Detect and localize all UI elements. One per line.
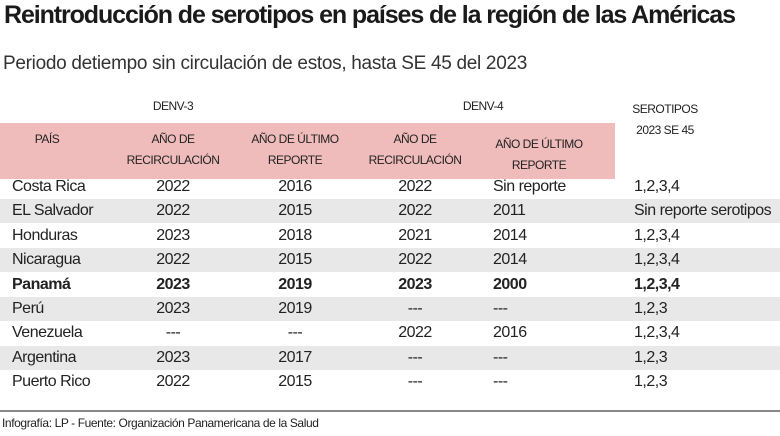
table-row: Nicaragua 2022 2015 2022 2014 1,2,3,4 [0, 248, 780, 273]
country-cell: Puerto Rico [12, 373, 91, 391]
table-cell: 2019 [278, 275, 312, 293]
header-line: AÑO DE ÚLTIMO [495, 137, 583, 151]
country-cell: Venezuela [12, 324, 83, 342]
header-d3-recirc: AÑO DE RECIRCULACIÓN [120, 129, 226, 171]
table-cell: 1,2,3 [634, 348, 668, 366]
table-cell: 2022 [398, 251, 432, 269]
table-cell: 2015 [278, 202, 312, 220]
table-cell: 2022 [398, 324, 432, 342]
table-cell: 2016 [278, 178, 312, 195]
table-cell: 2022 [156, 178, 190, 195]
table-cell: 2016 [493, 324, 527, 342]
table-cell: 2023 [156, 300, 190, 317]
table-cell: 2022 [398, 178, 432, 195]
country-cell: Nicaragua [12, 251, 81, 269]
table-cell: 1,2,3,4 [634, 178, 680, 195]
table-cell: --- [165, 324, 181, 342]
table-row: Panamá 2023 2019 2023 2000 1,2,3,4 [0, 273, 780, 297]
serotipos-header: SEROTIPOS 2023 SE 45 [620, 99, 710, 141]
footer-divider [0, 410, 780, 412]
table-cell: 2023 [156, 275, 190, 293]
table-cell: 2015 [278, 373, 312, 391]
table-cell: --- [493, 300, 508, 317]
table-cell: --- [493, 373, 508, 391]
table-cell: 1,2,3 [634, 300, 668, 317]
group-denv3: DENV-3 [152, 99, 194, 113]
header-line: RECIRCULACIÓN [368, 153, 462, 167]
header-d3-ultimo: AÑO DE ÚLTIMO REPORTE [242, 129, 348, 171]
table-row: Costa Rica 2022 2016 2022 Sin reporte 1,2,3,4 [0, 175, 780, 199]
table-cell: 2022 [398, 202, 432, 220]
table-cell: 2023 [156, 348, 190, 366]
header-line: REPORTE [267, 153, 323, 167]
header-line: REPORTE [511, 158, 567, 172]
table-cell: 2000 [493, 275, 527, 293]
table-cell: --- [407, 300, 423, 317]
table-cell: 2011 [493, 202, 526, 220]
header-d4-recirc: AÑO DE RECIRCULACIÓN [362, 129, 468, 171]
table-cell: 2022 [156, 373, 190, 391]
group-denv4: DENV-4 [462, 99, 504, 113]
header-line: RECIRCULACIÓN [126, 153, 220, 167]
header-line: AÑO DE [393, 132, 437, 146]
table-cell: 2023 [156, 226, 190, 244]
table-cell: --- [493, 348, 508, 366]
table-cell: Sin reporte serotipos [634, 202, 772, 220]
serotipos-header-line1: SEROTIPOS [632, 102, 698, 116]
table-cell: 2022 [156, 251, 190, 269]
country-cell: Costa Rica [12, 178, 86, 195]
table-cell: Sin reporte [493, 178, 566, 195]
table-row: Venezuela --- --- 2022 2016 1,2,3,4 [0, 321, 780, 345]
table-cell: 1,2,3,4 [634, 275, 680, 293]
table-row: Puerto Rico 2022 2015 --- --- 1,2,3 [0, 370, 780, 394]
table-cell: 2022 [156, 202, 190, 220]
table-cell: 2014 [493, 251, 527, 269]
table-cell: 2014 [493, 226, 527, 244]
table-cell: 1,2,3,4 [634, 324, 680, 342]
table-cell: 1,2,3,4 [634, 226, 680, 244]
table-cell: --- [407, 373, 423, 391]
table-cell: 1,2,3 [634, 373, 668, 391]
table-row: Argentina 2023 2017 --- --- 1,2,3 [0, 345, 780, 370]
table-row: Honduras 2023 2018 2021 2014 1,2,3,4 [0, 224, 780, 248]
country-cell: Argentina [12, 348, 77, 366]
table-cell: 2023 [398, 275, 432, 293]
page-title: Reintroducción de serotipos en países de… [4, 1, 736, 29]
header-line: AÑO DE ÚLTIMO [251, 132, 339, 146]
country-cell: Honduras [12, 226, 78, 244]
country-cell: Panamá [12, 275, 71, 293]
table-row: Perú 2023 2019 --- --- 1,2,3 [0, 297, 780, 321]
table-row: EL Salvador 2022 2015 2022 2011 Sin reporte s… [0, 199, 780, 224]
table-cell: 1,2,3,4 [634, 251, 680, 269]
table-cell: 2015 [278, 251, 312, 269]
country-cell: EL Salvador [12, 202, 94, 220]
table-cell: 2019 [278, 300, 312, 317]
header-band [0, 123, 615, 179]
table-cell: --- [407, 348, 423, 366]
header-d4-ultimo: AÑO DE ÚLTIMO REPORTE [484, 134, 594, 176]
country-cell: Perú [12, 300, 44, 317]
header-line: AÑO DE [151, 132, 195, 146]
table-cell: --- [287, 324, 303, 342]
serotipos-header-line2: 2023 SE 45 [636, 123, 694, 137]
table-cell: 2021 [398, 226, 432, 244]
footer-credit: Infografía: LP - Fuente: Organización Pa… [2, 416, 319, 430]
page-subtitle: Periodo detiempo sin circulación de esto… [3, 53, 527, 74]
table-cell: 2017 [278, 348, 312, 366]
header-pais: PAÍS [34, 132, 60, 146]
table-cell: 2018 [278, 226, 312, 244]
